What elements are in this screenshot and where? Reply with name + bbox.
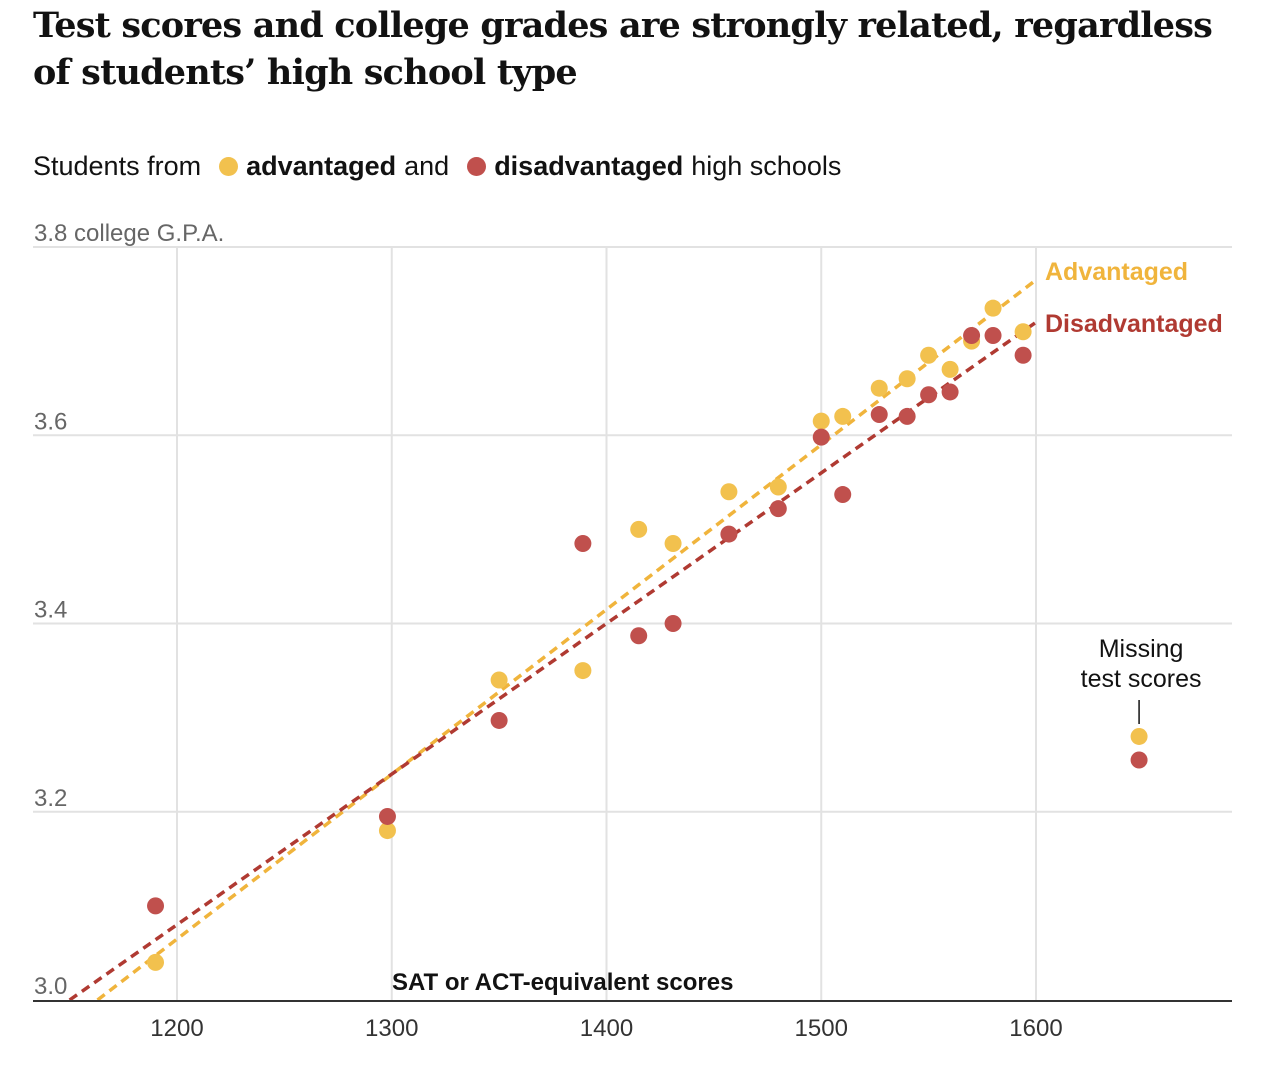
x-tick-label: 1300 [365, 1015, 418, 1042]
x-tick-label: 1500 [795, 1015, 848, 1042]
point-disadvantaged [834, 486, 852, 504]
legend-disadvantaged-label: disadvantaged [494, 150, 684, 181]
legend-joiner: and [404, 150, 450, 181]
point-missing-advantaged [1130, 727, 1148, 745]
point-disadvantaged [630, 627, 648, 645]
legend-advantaged-dot [219, 156, 239, 176]
legend-advantaged-label: advantaged [246, 150, 397, 181]
trend-lines [68, 278, 1038, 1002]
point-advantaged [574, 662, 592, 680]
point-disadvantaged [898, 407, 916, 425]
point-disadvantaged [984, 326, 1002, 344]
annotation-missing-scores: Missing [1099, 635, 1184, 663]
point-advantaged [630, 520, 648, 538]
x-tick-label: 1400 [580, 1015, 633, 1042]
y-tick-label: 3.4 [34, 597, 67, 624]
point-advantaged [941, 360, 959, 378]
y-tick-label: 3.6 [34, 408, 67, 435]
grid-lines [33, 246, 1232, 1000]
point-advantaged [664, 534, 682, 552]
point-disadvantaged [1014, 346, 1032, 364]
point-disadvantaged [490, 711, 508, 729]
trend-line-advantaged [96, 278, 1038, 1002]
point-advantaged [378, 822, 396, 840]
legend: Students from advantaged and disadvantag… [33, 146, 841, 186]
x-tick-label: 1600 [1009, 1015, 1062, 1042]
point-advantaged [984, 299, 1002, 317]
point-advantaged [147, 953, 165, 971]
point-disadvantaged [870, 406, 888, 424]
point-advantaged [769, 478, 787, 496]
point-missing-disadvantaged [1130, 751, 1148, 769]
point-disadvantaged [664, 615, 682, 632]
legend-suffix: high schools [691, 150, 842, 181]
y-tick-label: 3.0 [34, 973, 67, 1000]
point-advantaged [834, 407, 852, 425]
point-advantaged [720, 483, 738, 501]
point-advantaged [490, 671, 508, 689]
legend-disadvantaged-dot [467, 156, 487, 176]
point-disadvantaged [378, 807, 396, 825]
point-disadvantaged [574, 534, 592, 552]
point-disadvantaged [812, 428, 830, 446]
y-tick-label: 3.2 [34, 785, 67, 812]
point-disadvantaged [920, 386, 938, 404]
point-disadvantaged [941, 383, 959, 401]
x-axis-label: SAT or ACT-equivalent scores [392, 969, 733, 996]
point-advantaged [870, 379, 888, 397]
point-disadvantaged [147, 897, 165, 915]
chart-title: Test scores and college grades are stron… [33, 5, 1213, 93]
x-tick-label: 1200 [150, 1015, 203, 1042]
point-advantaged [898, 370, 916, 388]
point-advantaged [812, 412, 830, 430]
y-tick-label: 3.8 college G.P.A. [34, 220, 224, 247]
point-disadvantaged [963, 326, 981, 344]
point-advantaged [920, 346, 938, 364]
series-label-disadvantaged: Disadvantaged [1045, 310, 1223, 338]
legend-prefix: Students from [33, 150, 202, 181]
point-disadvantaged [720, 525, 738, 543]
point-advantaged [1014, 323, 1032, 341]
trend-line-disadvantaged [68, 320, 1038, 1002]
point-disadvantaged [769, 500, 787, 518]
data-points [147, 299, 1148, 971]
annotation-missing-scores: test scores [1081, 665, 1202, 693]
axes: 3.0 3.2 3.4 3.6 3.8 college G.P.A. 1200 1300 14… [33, 220, 1232, 1042]
series-label-advantaged: Advantaged [1045, 258, 1188, 286]
